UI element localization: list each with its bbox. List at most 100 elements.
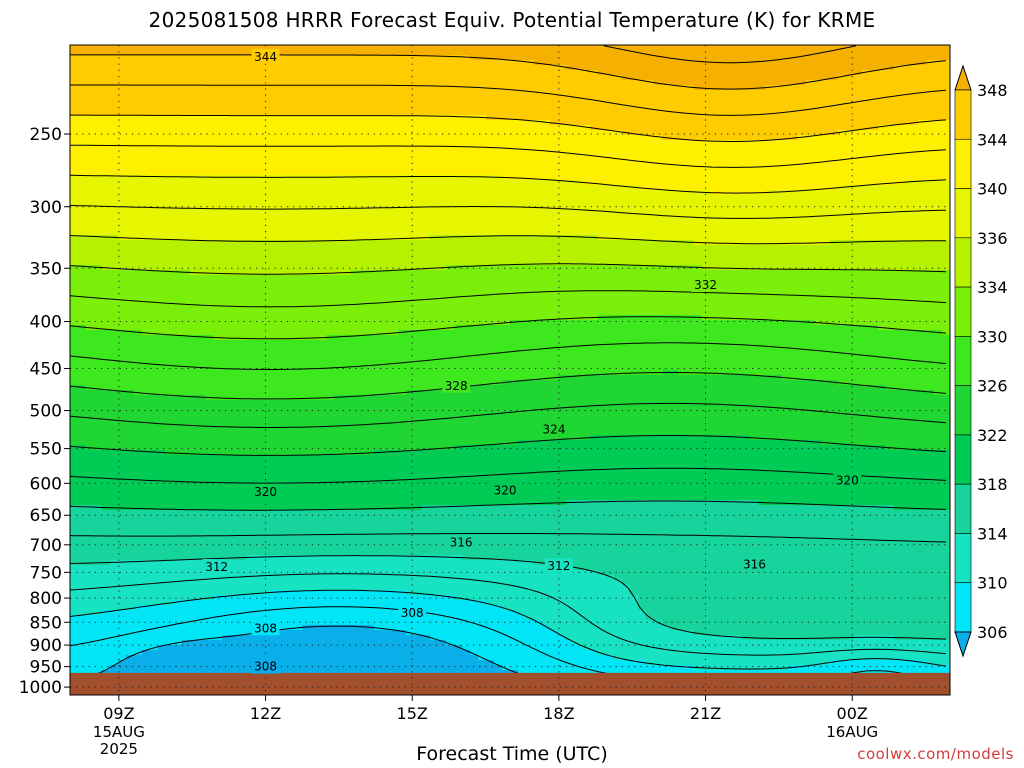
contour-label-text: 320 [494, 484, 517, 498]
contour-label: 328 [442, 377, 471, 393]
x-axis-title: Forecast Time (UTC) [416, 743, 608, 765]
contour-label: 324 [540, 421, 568, 437]
colorbar-label: 326 [977, 377, 1008, 396]
colorbar-segment [954, 336, 972, 386]
x-tick-label: 09Z [103, 704, 134, 723]
site-credit: coolwx.com/models [857, 745, 1014, 763]
contour-label-text: 308 [254, 621, 277, 635]
colorbar-label: 348 [977, 81, 1008, 100]
colorbar-segment [954, 237, 972, 288]
contour-line [70, 204, 947, 219]
contour-line [70, 316, 947, 340]
contour-label-text: 312 [547, 559, 570, 573]
contour-line [603, 45, 857, 64]
y-tick-label: 950 [30, 658, 62, 678]
contour-line [70, 402, 947, 428]
contour-label: 320 [491, 482, 520, 498]
contour-line [70, 54, 947, 90]
colorbar-label: 318 [977, 475, 1008, 494]
contour-line [70, 174, 947, 194]
contour-label-text: 316 [743, 557, 766, 571]
colorbar-segment [954, 89, 972, 140]
contour-label-text: 332 [694, 278, 717, 292]
contour-line [70, 555, 947, 640]
contour-line [70, 533, 947, 543]
y-tick-label: 500 [30, 402, 62, 422]
y-tick-label: 850 [30, 613, 62, 633]
colorbar-label: 306 [977, 623, 1008, 642]
contour-line [70, 114, 947, 142]
contour-label-text: 320 [836, 474, 859, 488]
x-tick-label: 00Z [837, 704, 868, 723]
contour-label-text: 320 [254, 485, 277, 499]
contour-label: 344 [251, 48, 280, 64]
contour-label: 312 [202, 558, 231, 574]
colorbar-label: 330 [977, 327, 1008, 346]
contour-line [70, 589, 947, 670]
y-tick-label: 450 [30, 360, 62, 380]
y-tick-label: 550 [30, 440, 62, 460]
contour-line [70, 573, 947, 656]
contour-label: 312 [544, 557, 573, 573]
x-tick-label: 12Z [250, 704, 281, 723]
y-tick-label: 800 [30, 589, 62, 609]
y-tick-label: 650 [30, 506, 62, 526]
contour-line [70, 84, 947, 116]
contour-line [70, 235, 946, 245]
contour-label: 308 [251, 658, 280, 674]
contour-label-text: 324 [543, 422, 566, 436]
colorbar-segment [954, 138, 972, 189]
y-tick-label: 700 [30, 536, 62, 556]
x-tick-label: 18Z [543, 704, 574, 723]
contour-line [70, 500, 947, 511]
contour-label-text: 308 [254, 660, 277, 674]
colorbar-label: 322 [977, 426, 1008, 445]
chart-title: 2025081508 HRRR Forecast Equiv. Potentia… [148, 8, 876, 32]
colorbar-label: 340 [977, 180, 1008, 199]
colorbar-label: 310 [977, 574, 1008, 593]
contour-line [70, 290, 947, 308]
y-tick-label: 400 [30, 313, 62, 333]
ground-layer [70, 672, 950, 695]
contour-line [70, 467, 947, 484]
contour-labels: 344 332 328 324 320 320 320 316 316 312 312 308 308 3… [202, 48, 862, 674]
y-tick-label: 900 [30, 636, 62, 656]
contour-label-text: 344 [254, 50, 277, 64]
colorbar-segment [954, 286, 972, 337]
contour-label: 308 [251, 620, 280, 636]
x-tick-sublabel: 2025 [100, 740, 138, 758]
y-tick-label: 1000 [19, 678, 62, 698]
y-tick-label: 300 [30, 198, 62, 218]
y-tick-label: 600 [30, 474, 62, 494]
contour-label: 332 [691, 277, 720, 293]
y-tick-label: 250 [30, 125, 62, 145]
contour-lines [70, 45, 947, 695]
contour-label-text: 328 [445, 379, 468, 393]
colorbar: 306 310 314 318 322 326 330 334 336 340 344 348 [954, 64, 1008, 658]
contour-label-text: 308 [401, 606, 424, 620]
plot-frame [69, 44, 951, 696]
colorbar-segment [954, 582, 972, 633]
contour-line [70, 342, 947, 370]
contour-line [70, 372, 947, 400]
y-tick-label: 750 [30, 563, 62, 583]
contour-line [70, 144, 947, 168]
colorbar-segment [954, 483, 972, 534]
colorbar-segment [954, 188, 972, 239]
x-tick-label: 21Z [690, 704, 721, 723]
contour-label: 320 [833, 472, 862, 488]
colorbar-max-arrow [954, 64, 972, 91]
x-tick-sublabel: 16AUG [826, 723, 878, 741]
colorbar-segment [954, 533, 972, 584]
colorbar-segment [954, 434, 972, 485]
theta-e-fill [70, 45, 950, 695]
colorbar-min-arrow [954, 631, 972, 658]
colorbar-label: 344 [977, 130, 1008, 149]
contour-label-text: 312 [205, 560, 228, 574]
colorbar-label: 334 [977, 278, 1008, 297]
x-tick-label: 15Z [397, 704, 428, 723]
contour-label: 308 [398, 604, 427, 620]
contour-label-text: 316 [450, 536, 473, 550]
